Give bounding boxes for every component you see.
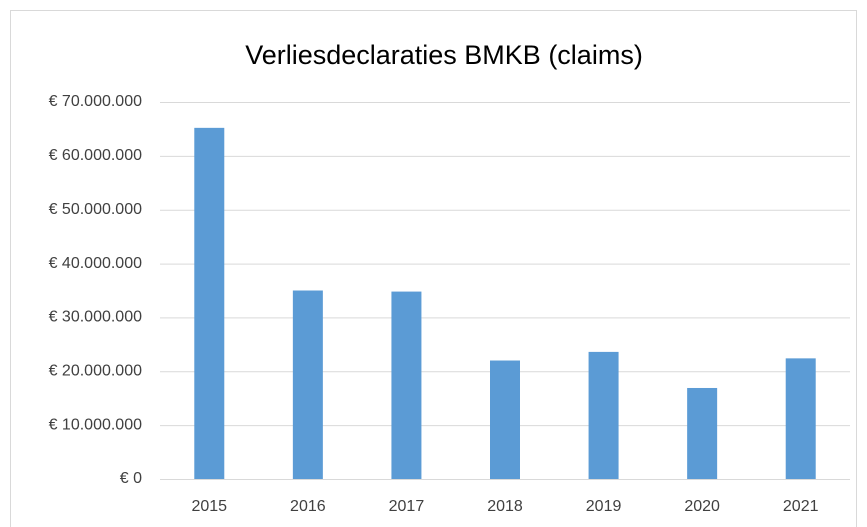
y-tick-label: € 30.000.000 [49,309,143,326]
bar [490,360,520,479]
chart-title: Verliesdeclaraties BMKB (claims) [245,40,643,70]
bar [391,291,422,479]
x-tick-label: 2021 [783,498,819,515]
y-tick-label: € 40.000.000 [49,255,143,272]
x-tick-label: 2017 [389,498,425,515]
y-tick-label: € 60.000.000 [49,147,143,164]
y-tick-label: € 0 [120,470,142,487]
y-tick-label: € 50.000.000 [49,201,143,218]
y-tick-label: € 70.000.000 [49,93,143,110]
bar [588,351,619,479]
y-tick-label: € 20.000.000 [49,363,143,380]
bar [194,127,225,479]
x-tick-label: 2018 [487,498,523,515]
bar [785,358,816,479]
x-tick-label: 2015 [191,498,227,515]
y-tick-label: € 10.000.000 [49,416,143,433]
bar [292,290,323,479]
x-tick-label: 2020 [684,498,720,515]
x-tick-label: 2019 [586,498,622,515]
x-tick-label: 2016 [290,498,326,515]
bar [687,387,718,479]
